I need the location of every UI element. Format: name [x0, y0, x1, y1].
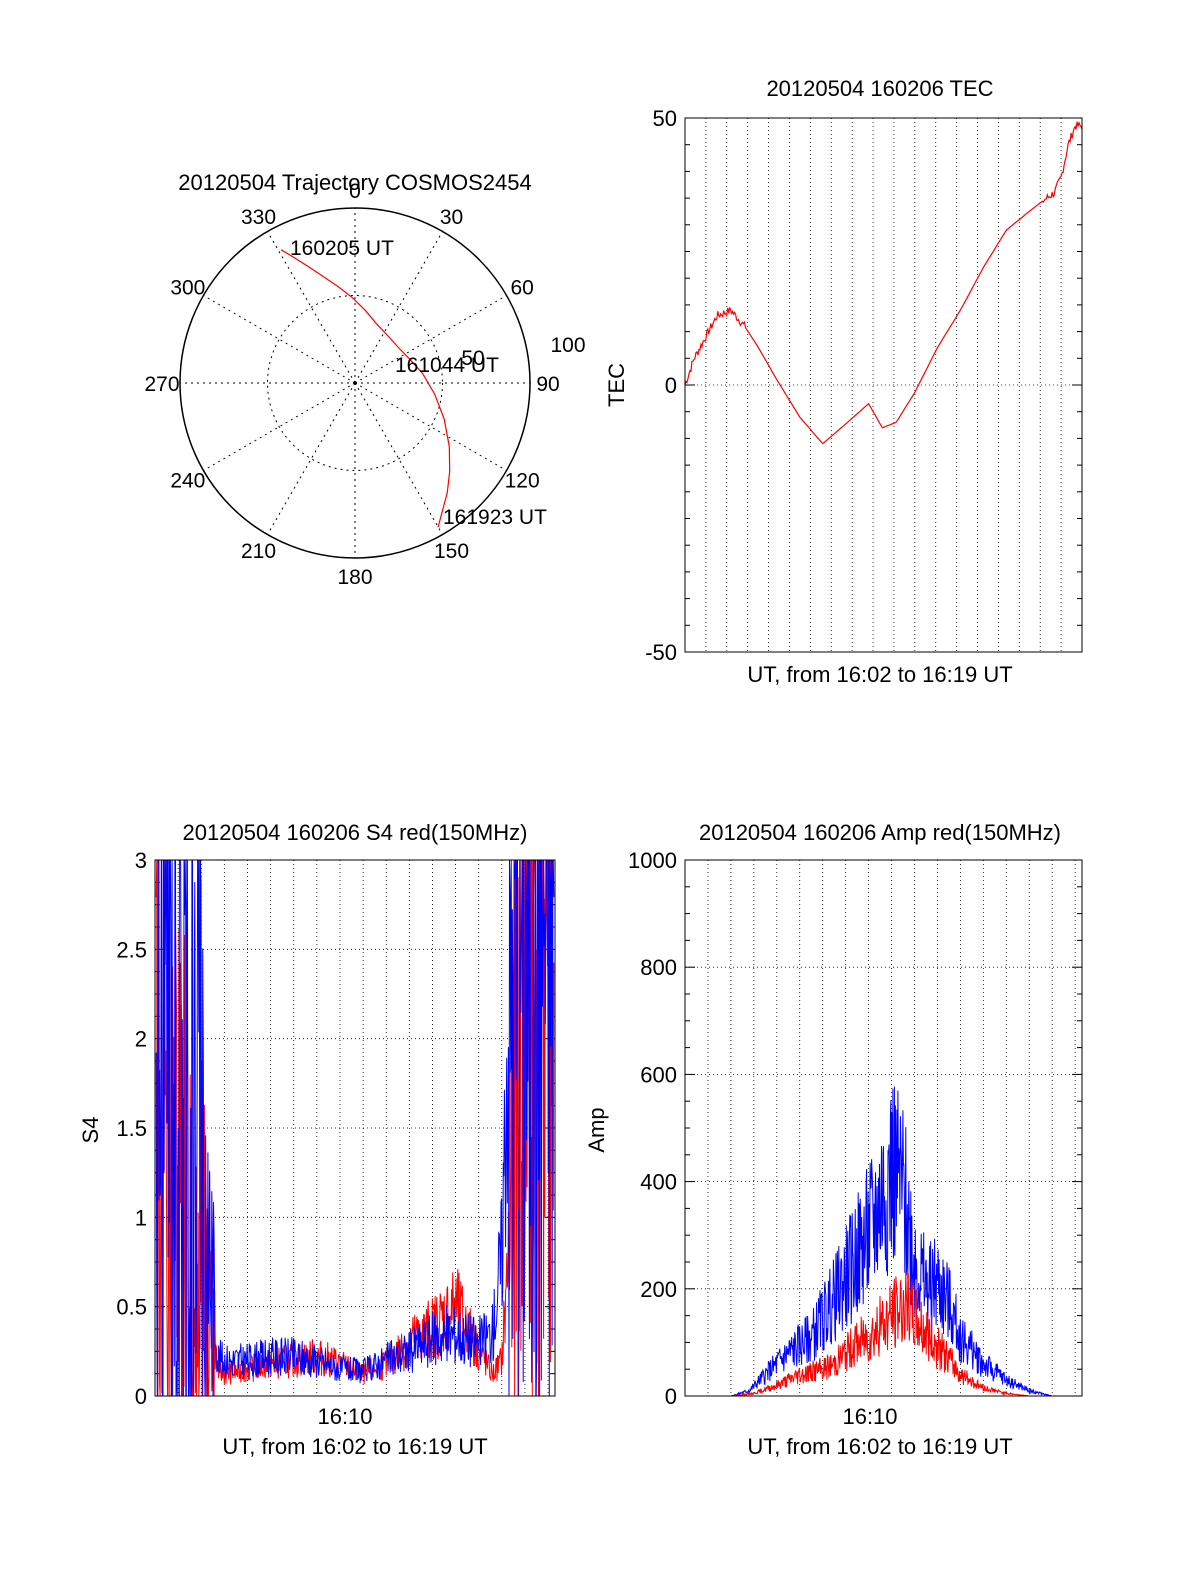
amp-y-tick-label: 400: [640, 1170, 677, 1195]
trajectory-line: [280, 249, 451, 528]
polar-spoke: [267, 382, 356, 535]
tec-y-tick-label: 0: [665, 373, 677, 398]
s4-y-tick-label: 0.5: [116, 1295, 147, 1320]
tec-plot-frame: [684, 117, 1083, 653]
amp-x-label: UT, from 16:02 to 16:19 UT: [747, 1434, 1012, 1459]
amp-y-tick-label: 200: [640, 1277, 677, 1302]
polar-spoke: [267, 231, 356, 384]
s4-x-label: UT, from 16:02 to 16:19 UT: [222, 1434, 487, 1459]
amp-panel: 20120504 160206 Amp red(150MHz) 1000 800 6…: [584, 820, 1083, 1459]
tec-grid: [685, 117, 1082, 653]
amp-grid: [685, 859, 1082, 1397]
polar-angle-label: 120: [505, 470, 540, 493]
amp-y-tick-label: 0: [665, 1384, 677, 1409]
polar-spoke: [354, 295, 507, 384]
polar-spoke: [203, 295, 356, 384]
amp-y-tick-labels: 1000 800 600 400 200 0: [628, 848, 677, 1409]
s4-blue-series: [155, 859, 555, 1397]
polar-angle-label: 180: [337, 566, 372, 589]
amp-x-tick-label: 16:10: [842, 1404, 897, 1429]
amp-blue-series: [685, 1086, 1082, 1397]
polar-angle-label: 240: [170, 470, 205, 493]
amp-y-tick-label: 1000: [628, 848, 677, 873]
amp-y-label: Amp: [584, 1107, 609, 1152]
tec-series-line: [684, 120, 1083, 445]
amp-y-tick-label: 600: [640, 1062, 677, 1087]
polar-spoke: [203, 382, 356, 471]
tec-x-label: UT, from 16:02 to 16:19 UT: [747, 662, 1012, 687]
s4-panel: 20120504 160206 S4 red(150MHz) 3 2.5 2 1.5 1…: [78, 820, 556, 1459]
s4-y-tick-label: 1.5: [116, 1116, 147, 1141]
s4-title: 20120504 160206 S4 red(150MHz): [183, 820, 528, 845]
tec-y-tick-label: 50: [653, 106, 677, 131]
s4-y-tick-label: 1: [135, 1205, 147, 1230]
polar-grid: [179, 207, 531, 559]
s4-y-tick-labels: 3 2.5 2 1.5 1 0.5 0: [116, 848, 147, 1409]
polar-angle-label: 30: [440, 206, 463, 229]
polar-angle-label: 60: [510, 277, 533, 300]
s4-y-tick-label: 0: [135, 1384, 147, 1409]
s4-y-tick-label: 2.5: [116, 937, 147, 962]
trajectory-end-label: 161923 UT: [443, 506, 547, 529]
s4-plot-frame: [154, 859, 556, 1397]
tec-y-tick-label: -50: [645, 640, 677, 665]
tec-y-label: TEC: [604, 363, 629, 407]
trajectory-mid-label: 161044 UT: [395, 354, 499, 377]
polar-trajectory-panel: 20120504 Trajectory COSMOS2454 0 30 60 90 12…: [144, 170, 585, 589]
tec-y-tick-labels: 50 0 -50: [645, 106, 677, 665]
s4-y-tick-label: 3: [135, 848, 147, 873]
polar-angle-label: 270: [144, 373, 179, 396]
s4-x-tick-label: 16:10: [317, 1404, 372, 1429]
polar-angle-label: 210: [241, 540, 276, 563]
polar-angle-label: 150: [434, 540, 469, 563]
amp-y-tick-label: 800: [640, 955, 677, 980]
polar-spoke: [354, 382, 443, 535]
amp-plot-frame: [684, 859, 1083, 1397]
s4-y-label: S4: [78, 1117, 103, 1144]
polar-angle-label: 0: [349, 180, 361, 203]
polar-angle-labels: 0 30 60 90 120 150 180 210 240 270 300 330 50 100: [144, 180, 585, 589]
amp-red-series: [685, 1270, 1082, 1397]
polar-radial-label: 50: [461, 347, 484, 370]
polar-angle-label: 330: [241, 206, 276, 229]
tec-panel: 20120504 160206 TEC 50 0 -50 TEC UT, from …: [604, 76, 1083, 687]
polar-radial-label: 100: [550, 334, 585, 357]
trajectory-start-label: 160205 UT: [290, 237, 394, 260]
polar-spoke: [354, 231, 443, 384]
s4-y-tick-label: 2: [135, 1027, 147, 1052]
s4-red-series: [155, 859, 555, 1397]
polar-angle-label: 90: [536, 373, 559, 396]
polar-inner-circle: [267, 295, 443, 471]
amp-title: 20120504 160206 Amp red(150MHz): [699, 820, 1061, 845]
polar-title: 20120504 Trajectory COSMOS2454: [178, 170, 531, 195]
tec-title: 20120504 160206 TEC: [766, 76, 993, 101]
polar-angle-label: 300: [170, 277, 205, 300]
polar-spoke: [354, 382, 507, 471]
